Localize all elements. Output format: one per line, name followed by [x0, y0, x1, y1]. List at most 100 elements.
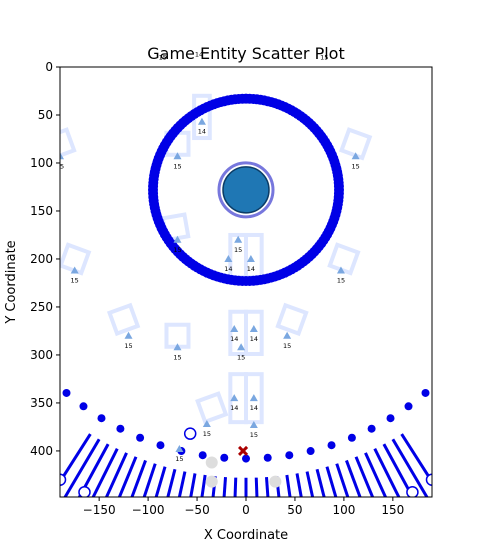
wall-square-5	[327, 242, 361, 276]
radial-line-28	[364, 452, 388, 497]
arc-dot-14	[306, 447, 315, 456]
unit-label-11: 14	[230, 335, 238, 343]
chart-title: Game Entity Scatter Plot	[147, 44, 344, 63]
unit-label-6: 15	[71, 276, 79, 284]
x-axis-title: X Coordinate	[204, 528, 288, 543]
unit-label-17: 14	[250, 404, 258, 412]
y-tick-label-7: 350	[30, 396, 53, 410]
unit-label-13: 15	[283, 342, 291, 350]
arc-dot-6	[136, 433, 145, 442]
unit-label-9: 15	[337, 276, 345, 284]
radial-line-5	[117, 456, 138, 497]
unit-label-19: 15	[250, 431, 258, 439]
x-tick-label-3: 0	[242, 503, 250, 517]
x-tick-label-4: 50	[287, 503, 302, 517]
y-tick-label-3: 150	[30, 204, 53, 218]
unit-6	[70, 266, 79, 274]
unit-16	[230, 394, 239, 402]
unit-label-8: 14	[247, 265, 255, 273]
unit-label-5: 15	[234, 246, 242, 254]
unit-5	[234, 235, 243, 243]
radial-line-2	[77, 443, 110, 497]
radial-line-3	[91, 447, 119, 497]
radial-line-12	[200, 474, 207, 497]
unit-0	[60, 152, 64, 160]
unit-4	[173, 235, 182, 243]
unit-19	[249, 421, 258, 429]
unit-1	[173, 152, 182, 160]
arc-dot-21	[437, 374, 445, 382]
player-marker	[222, 166, 270, 214]
y-tick-label-0: 0	[45, 60, 53, 74]
arc-dot-19	[404, 402, 413, 411]
x-marker	[238, 445, 249, 456]
wall-square-9	[195, 391, 229, 425]
y-axis-title: Y Coordinate	[4, 240, 19, 324]
top-label-2: 15	[320, 53, 328, 61]
open-marker-2	[183, 427, 197, 440]
radial-line-31	[391, 438, 429, 497]
arc-dot-15	[327, 441, 336, 450]
wall-tall-4	[244, 309, 264, 356]
radial-line-17	[254, 477, 259, 497]
ring-dot-159	[333, 181, 344, 192]
plot-area: 15 15 15 14 15 15 15 14 14 15 15 14 14 15 15 15 14 14 15 15…	[47, 93, 460, 497]
x-tick-label-6: 150	[381, 503, 404, 517]
wall-square-0	[60, 127, 77, 161]
radial-line-18	[264, 476, 270, 497]
radial-line-14	[222, 476, 228, 497]
unit-14	[173, 343, 182, 351]
unit-15	[237, 343, 246, 351]
pickup-0	[205, 456, 218, 469]
unit-label-20: 15	[175, 455, 183, 463]
unit-18	[202, 420, 211, 428]
unit-label-3: 14	[198, 128, 206, 136]
arc-dot-1	[47, 374, 55, 382]
radial-line-27	[354, 456, 375, 497]
arc-dot-17	[367, 424, 376, 433]
arc-dot-7	[156, 441, 165, 450]
arc-dot-11	[242, 454, 250, 463]
x-tick-label-1: −100	[132, 503, 165, 517]
unit-label-10: 15	[124, 342, 132, 350]
arc-dot-22	[452, 359, 460, 367]
arc-dot-18	[386, 414, 395, 423]
unit-label-12: 14	[250, 335, 258, 343]
unit-label-2: 15	[352, 162, 360, 170]
arc-dot-9	[198, 451, 207, 460]
radial-line-15	[233, 477, 238, 497]
wall-square-2	[338, 127, 373, 161]
unit-label-4: 15	[173, 246, 181, 254]
overflow-labels: 15 14 15	[159, 50, 329, 61]
unit-label-16: 14	[230, 404, 238, 412]
unit-3	[197, 117, 206, 125]
unit-2	[351, 152, 360, 160]
pickup-2	[269, 475, 282, 488]
wall-square-8	[275, 302, 309, 337]
unit-label-14: 15	[173, 353, 181, 361]
open-marker-0	[60, 473, 67, 486]
unit-13	[283, 331, 292, 339]
arc-dot-3	[79, 402, 88, 411]
open-marker-1	[78, 485, 91, 497]
radial-line-0	[60, 433, 92, 485]
unit-8	[246, 254, 255, 262]
arc-dot-5	[116, 424, 125, 433]
radial-line-30	[382, 443, 415, 497]
arc-dot-10	[220, 453, 229, 462]
unit-label-1: 15	[173, 162, 181, 170]
unit-label-18: 15	[203, 430, 211, 438]
unit-17	[249, 394, 258, 402]
unit-20	[175, 445, 184, 453]
unit-label-15: 15	[237, 353, 245, 361]
unit-12	[249, 325, 258, 333]
wall-square-6	[106, 302, 141, 337]
top-label-0: 15	[159, 53, 167, 61]
y-tick-label-1: 50	[38, 108, 53, 122]
y-tick-label-2: 100	[30, 156, 53, 170]
arc-dot-20	[421, 388, 430, 397]
radial-line-1	[63, 438, 101, 497]
y-tick-label-4: 200	[30, 252, 53, 266]
radial-line-20	[285, 474, 292, 497]
